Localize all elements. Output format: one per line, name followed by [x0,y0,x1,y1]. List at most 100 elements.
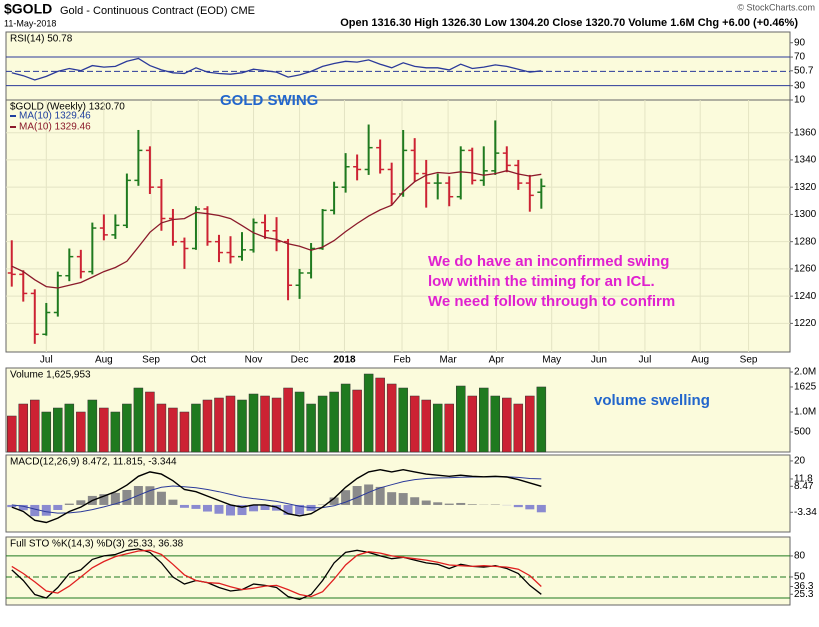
bar [340,383,351,453]
bar [317,395,328,453]
panel-title: $GOLD (Weekly) 1320.70 [10,102,125,113]
y-tick-label: 1260 [794,264,817,275]
bar [133,387,144,453]
panel-title: Full STO %K(14,3) %D(3) 25.33, 36.38 [10,539,184,550]
x-tick-label: Feb [393,355,411,366]
bar [64,403,75,453]
bar [110,411,121,453]
panel [5,99,791,353]
histogram-bar [202,504,212,512]
bar [7,415,17,453]
y-tick-label: 30 [794,80,806,91]
y-tick-label: 500 [794,427,811,438]
bar [490,395,501,453]
histogram-bar [168,499,178,505]
bar [271,397,282,453]
quote: Open 1316.30 High 1326.30 Low 1304.20 Cl… [340,17,798,29]
histogram-bar [387,492,397,505]
bar [525,395,535,453]
histogram-bar [191,504,201,509]
histogram-bar [64,503,74,505]
bar [432,403,443,453]
panel-title: RSI(14) 50.78 [10,34,73,45]
bar [122,403,132,453]
legend-entry: MA(10) 1329.46 [19,122,91,133]
bar [294,391,305,453]
y-tick-label: 1220 [794,318,817,329]
bar [41,411,52,453]
bar [444,403,454,453]
bar [145,391,155,453]
y-tick-label: 11.8 [794,474,813,485]
histogram-bar [398,493,408,505]
line [11,170,542,289]
histogram-bar [260,504,270,510]
x-tick-label: Nov [245,355,263,366]
x-tick-label: Jul [40,355,53,366]
y-tick-label: 70 [794,52,806,63]
y-tick-label: -3.34 [794,507,817,518]
y-tick-label: 80 [794,551,806,562]
y-tick-label: 10 [794,95,806,106]
bar [467,395,478,453]
bar [421,399,431,453]
bar [479,387,489,453]
line [11,549,542,598]
x-tick-label: Jul [639,355,652,366]
x-tick-label: Sep [142,355,160,366]
line [11,57,542,81]
histogram-bar [179,504,189,508]
histogram-bar [7,504,17,508]
y-tick-label: 1320 [794,182,817,193]
y-tick-label: 50.7 [794,65,814,76]
annotation: GOLD SWING [220,92,318,109]
histogram-bar [30,504,40,517]
histogram-bar [513,504,523,508]
symbol: $GOLD [4,1,52,17]
bar [18,403,29,453]
date: 11-May-2018 [4,18,56,28]
bar [306,403,316,453]
bar [513,403,524,453]
histogram-bar [110,492,120,505]
bar [179,411,190,453]
bar [76,411,86,453]
instrument-name: Gold - Continuous Contract (EOD) CME [60,5,255,17]
y-tick-label: 1340 [794,155,817,166]
histogram-bar [41,504,51,516]
histogram-bar [536,504,546,513]
x-tick-label: Aug [95,355,113,366]
y-tick-label: 1.0M [794,407,816,418]
histogram-bar [295,504,305,515]
x-tick-label: Sep [740,355,758,366]
histogram-bar [433,502,443,505]
histogram-bar [456,502,466,505]
legend-swatch [10,126,16,128]
bar [352,389,362,453]
histogram-bar [421,500,431,505]
histogram-bar [156,491,166,505]
y-tick-label: 8.47 [794,481,814,492]
y-tick-label: 25.3 [794,589,814,600]
annotation: We need follow through to confirm [428,293,675,310]
histogram-bar [525,504,535,510]
histogram-bar [76,500,86,505]
bar [375,377,385,453]
x-tick-label: Jun [591,355,607,366]
credit: © StockCharts.com [737,2,815,12]
y-tick-label: 50 [794,572,806,583]
y-tick-label: 20 [794,456,806,467]
bar [260,395,270,453]
y-tick-label: 1360 [794,127,817,138]
bar [168,407,178,453]
x-tick-label: Oct [190,355,206,366]
bar [202,399,213,453]
bar [536,386,547,453]
histogram-bar [467,504,477,505]
bar [214,397,224,453]
histogram-bar [99,494,109,505]
bar [87,399,98,453]
x-tick-label: 2018 [333,355,356,366]
line [11,468,542,524]
